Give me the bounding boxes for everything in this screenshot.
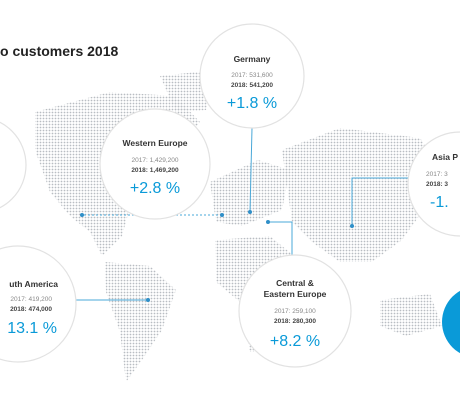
year-2018: 2018: 1,469,200 <box>131 167 179 174</box>
region-name: Asia P <box>432 152 458 162</box>
year-2018: 2018: 3 <box>426 181 448 188</box>
change: +1.8 % <box>227 95 277 112</box>
region-bubble <box>238 254 352 368</box>
change: 13.1 % <box>7 320 57 337</box>
region-bubble <box>0 121 27 209</box>
region-name: uth America <box>9 279 58 289</box>
region-name: Eastern Europe <box>264 289 327 299</box>
highlight-bubble <box>442 290 460 354</box>
pin <box>350 224 354 228</box>
year-2018: 2018: 280,300 <box>274 318 316 325</box>
year-2018: 2018: 541,200 <box>231 82 273 89</box>
year-2017: 2017: 259,100 <box>274 308 316 315</box>
title: o customers 2018 <box>0 43 118 59</box>
region-bubble <box>407 131 460 237</box>
leader-line <box>249 127 253 213</box>
region-name: Western Europe <box>122 138 187 148</box>
region-bubble <box>99 108 211 220</box>
leader-line <box>351 177 408 226</box>
pin <box>220 213 224 217</box>
pin <box>266 220 270 224</box>
change: -1. <box>430 194 449 211</box>
pin <box>80 213 84 217</box>
region-name: Germany <box>234 54 271 64</box>
pin <box>146 298 150 302</box>
year-2017: 2017: 3 <box>426 171 448 178</box>
leader-line <box>268 221 293 256</box>
region-name: Central & <box>276 278 314 288</box>
region-bubble <box>199 23 305 129</box>
year-2017: 2017: 1,429,200 <box>132 157 179 164</box>
year-2018: 2018: 474,000 <box>10 306 52 313</box>
year-2017: 2017: 531,600 <box>231 72 273 79</box>
change: +8.2 % <box>270 333 320 350</box>
region-bubble <box>0 245 77 363</box>
change: +2.8 % <box>130 180 180 197</box>
year-2017: 2017: 419,200 <box>10 296 52 303</box>
pin <box>248 210 252 214</box>
